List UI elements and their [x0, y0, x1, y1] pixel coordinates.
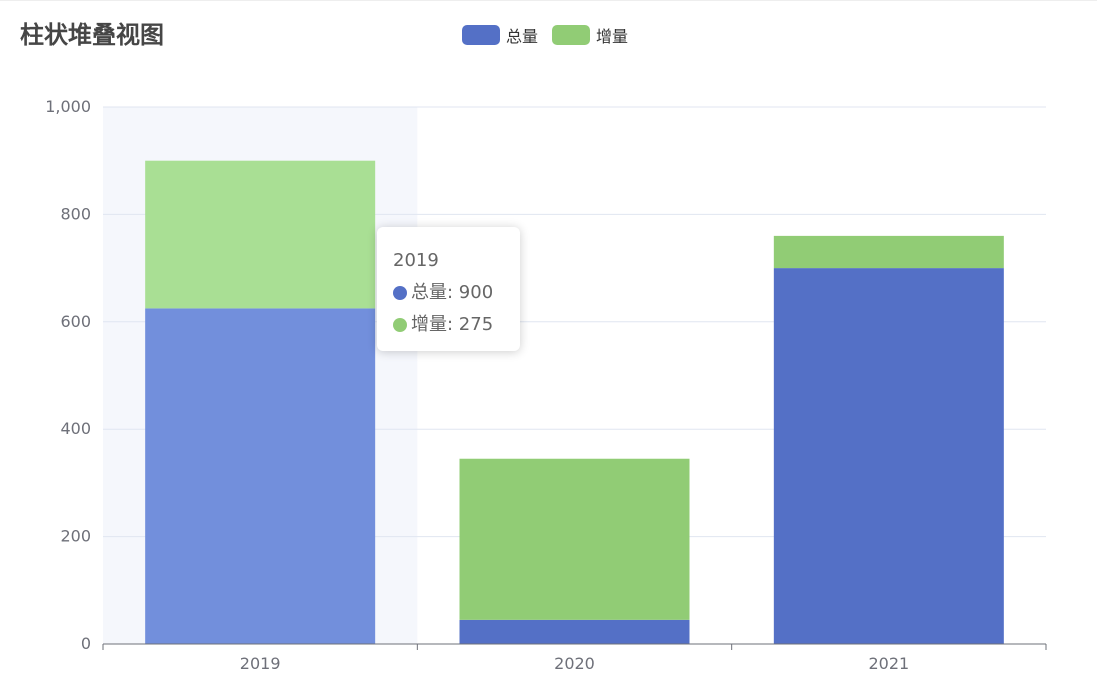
- legend-item-increment[interactable]: 增量: [552, 23, 628, 47]
- tooltip-title: 2019: [393, 250, 439, 271]
- y-tick-label: 0: [81, 634, 91, 653]
- legend-swatch-increment: [552, 25, 591, 45]
- y-tick-label: 600: [60, 312, 91, 331]
- legend-swatch-total: [462, 25, 500, 45]
- tooltip-row-total: 总量: 900: [393, 277, 504, 309]
- chart-title: 柱状堆叠视图: [20, 21, 164, 49]
- bar-total-2019: [145, 308, 376, 644]
- tooltip-label-increment: 增量: 275: [411, 314, 494, 335]
- bar-increment-2019: [145, 160, 376, 309]
- bar-increment-2021: [773, 235, 1004, 269]
- tooltip-row-increment: 增量: 275: [393, 309, 504, 341]
- tooltip-dot-increment: [393, 318, 407, 332]
- legend-label-increment: 增量: [596, 27, 629, 46]
- x-tick-label: 2019: [240, 654, 281, 673]
- tooltip-dot-total: [393, 286, 407, 300]
- y-tick-label: 800: [60, 204, 91, 223]
- legend-label-total: 总量: [506, 27, 539, 46]
- legend-item-total[interactable]: 总量: [462, 23, 538, 47]
- bar-increment-2020: [459, 458, 690, 620]
- legend: 总量 增量: [462, 23, 628, 47]
- tooltip-label-total: 总量: 900: [411, 282, 494, 303]
- tooltip: 2019 总量: 900 增量: 275: [377, 227, 520, 351]
- y-tick-label: 1,000: [45, 97, 91, 116]
- y-tick-label: 200: [60, 527, 91, 546]
- x-tick-label: 2020: [554, 654, 595, 673]
- bar-total-2021: [773, 268, 1004, 644]
- y-tick-label: 400: [60, 419, 91, 438]
- x-tick-label: 2021: [868, 654, 909, 673]
- bar-total-2020: [459, 619, 690, 644]
